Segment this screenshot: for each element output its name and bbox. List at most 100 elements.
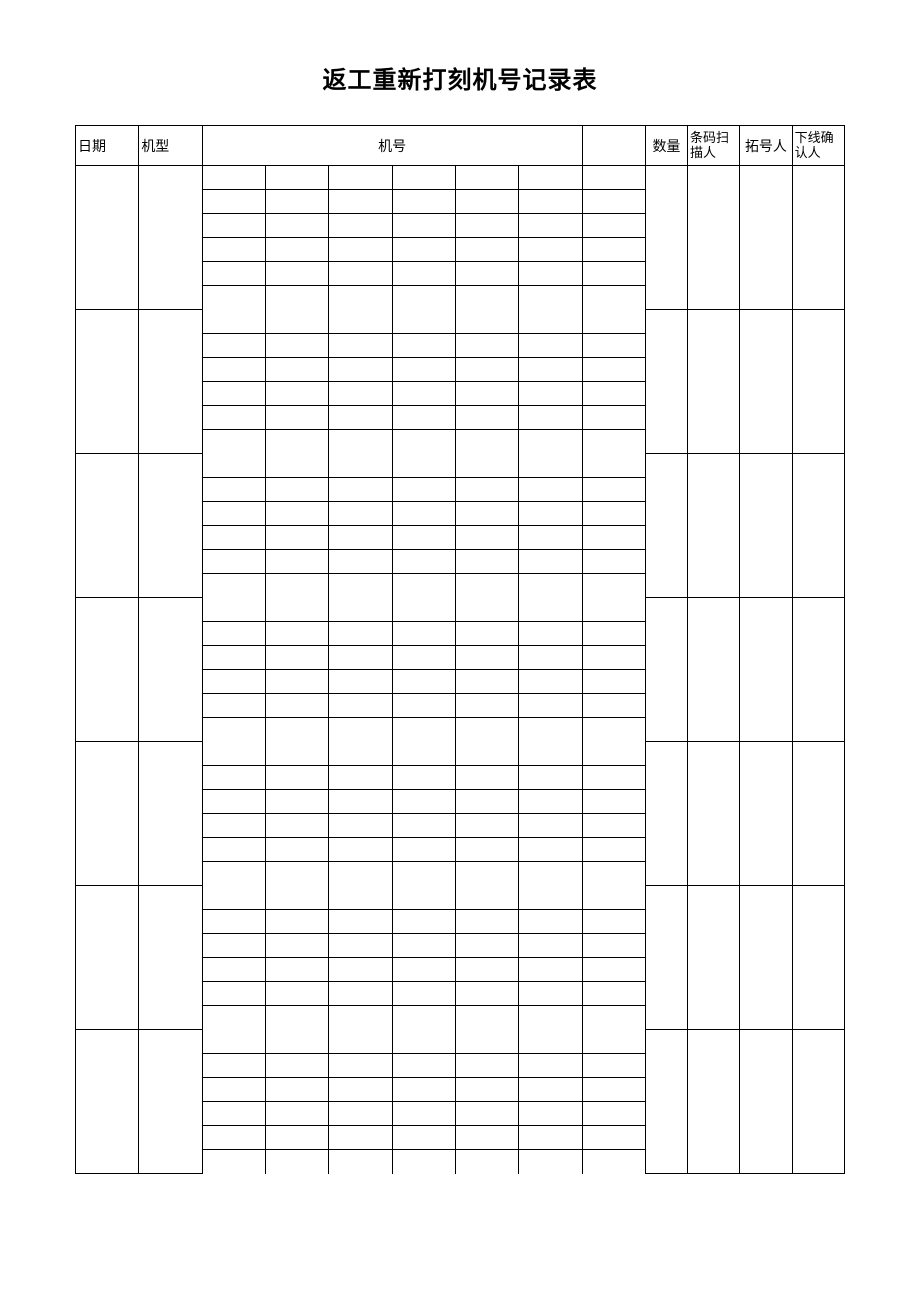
cell-machine-no xyxy=(582,358,645,382)
cell-machine-no xyxy=(519,286,582,310)
cell-machine-no xyxy=(392,934,455,958)
cell-machine-no xyxy=(455,550,518,574)
cell-machine-no xyxy=(265,838,328,862)
cell-machine-no xyxy=(265,1030,328,1054)
cell-machine-no xyxy=(455,910,518,934)
cell-machine-no xyxy=(519,910,582,934)
col-date: 日期 xyxy=(76,126,139,166)
cell-machine-no xyxy=(202,742,265,766)
cell-machine-no xyxy=(519,526,582,550)
cell-machine-no xyxy=(265,790,328,814)
cell-machine-no xyxy=(519,454,582,478)
col-model: 机型 xyxy=(139,126,202,166)
cell-machine-no xyxy=(455,838,518,862)
cell-machine-no xyxy=(519,958,582,982)
cell-machine-no xyxy=(519,358,582,382)
cell-machine-no xyxy=(329,1102,392,1126)
cell-machine-no xyxy=(455,790,518,814)
cell-machine-no xyxy=(392,814,455,838)
cell-machine-no xyxy=(582,550,645,574)
cell-machine-no xyxy=(455,1102,518,1126)
cell-expander xyxy=(740,598,792,742)
cell-date xyxy=(76,454,139,598)
cell-expander xyxy=(740,454,792,598)
cell-machine-no xyxy=(582,1054,645,1078)
cell-machine-no xyxy=(582,190,645,214)
cell-machine-no xyxy=(519,814,582,838)
cell-machine-no xyxy=(582,862,645,886)
cell-machine-no xyxy=(265,190,328,214)
cell-machine-no xyxy=(329,862,392,886)
cell-barcode-scanner xyxy=(688,1030,740,1174)
cell-machine-no xyxy=(265,622,328,646)
cell-quantity xyxy=(645,886,687,1030)
cell-machine-no xyxy=(519,214,582,238)
cell-machine-no xyxy=(582,214,645,238)
table-body xyxy=(76,166,845,1174)
cell-machine-no xyxy=(265,814,328,838)
cell-machine-no xyxy=(519,1030,582,1054)
cell-machine-no xyxy=(582,790,645,814)
cell-machine-no xyxy=(392,862,455,886)
cell-machine-no xyxy=(582,526,645,550)
cell-machine-no xyxy=(455,982,518,1006)
table-row xyxy=(76,310,845,334)
cell-machine-no xyxy=(582,934,645,958)
cell-machine-no xyxy=(519,1054,582,1078)
cell-machine-no xyxy=(265,982,328,1006)
cell-machine-no xyxy=(519,622,582,646)
cell-machine-no xyxy=(202,214,265,238)
cell-machine-no xyxy=(455,694,518,718)
cell-machine-no xyxy=(392,1102,455,1126)
table-row xyxy=(76,1030,845,1054)
cell-machine-no xyxy=(202,958,265,982)
cell-machine-no xyxy=(392,1150,455,1174)
cell-machine-no xyxy=(329,574,392,598)
cell-expander xyxy=(740,886,792,1030)
cell-machine-no xyxy=(519,1102,582,1126)
cell-machine-no xyxy=(329,886,392,910)
cell-machine-no xyxy=(202,766,265,790)
cell-machine-no xyxy=(519,166,582,190)
cell-machine-no xyxy=(392,358,455,382)
cell-machine-no xyxy=(582,718,645,742)
cell-machine-no xyxy=(202,1102,265,1126)
cell-machine-no xyxy=(455,310,518,334)
cell-machine-no xyxy=(519,550,582,574)
cell-expander xyxy=(740,1030,792,1174)
cell-machine-no xyxy=(265,958,328,982)
cell-machine-no xyxy=(455,958,518,982)
cell-quantity xyxy=(645,454,687,598)
cell-machine-no xyxy=(202,550,265,574)
cell-machine-no xyxy=(202,478,265,502)
cell-machine-no xyxy=(455,526,518,550)
cell-machine-no xyxy=(202,1150,265,1174)
cell-machine-no xyxy=(329,838,392,862)
cell-machine-no xyxy=(392,334,455,358)
table-row xyxy=(76,742,845,766)
cell-machine-no xyxy=(455,286,518,310)
col-barcode-scanner: 条码扫描人 xyxy=(688,126,740,166)
cell-machine-no xyxy=(202,1030,265,1054)
cell-machine-no xyxy=(329,1030,392,1054)
cell-machine-no xyxy=(582,910,645,934)
cell-machine-no xyxy=(582,694,645,718)
cell-machine-no xyxy=(519,646,582,670)
cell-machine-no xyxy=(265,478,328,502)
cell-machine-no xyxy=(202,838,265,862)
cell-machine-no xyxy=(392,598,455,622)
cell-machine-no xyxy=(392,718,455,742)
cell-machine-no xyxy=(202,190,265,214)
cell-machine-no xyxy=(519,478,582,502)
cell-machine-no xyxy=(329,646,392,670)
cell-machine-no xyxy=(329,1054,392,1078)
cell-machine-no xyxy=(329,334,392,358)
cell-machine-no xyxy=(202,790,265,814)
cell-expander xyxy=(740,166,792,310)
cell-machine-no xyxy=(329,1006,392,1030)
cell-machine-no xyxy=(519,742,582,766)
cell-machine-no xyxy=(329,262,392,286)
cell-machine-no xyxy=(265,1054,328,1078)
cell-machine-no xyxy=(582,454,645,478)
cell-machine-no xyxy=(582,166,645,190)
